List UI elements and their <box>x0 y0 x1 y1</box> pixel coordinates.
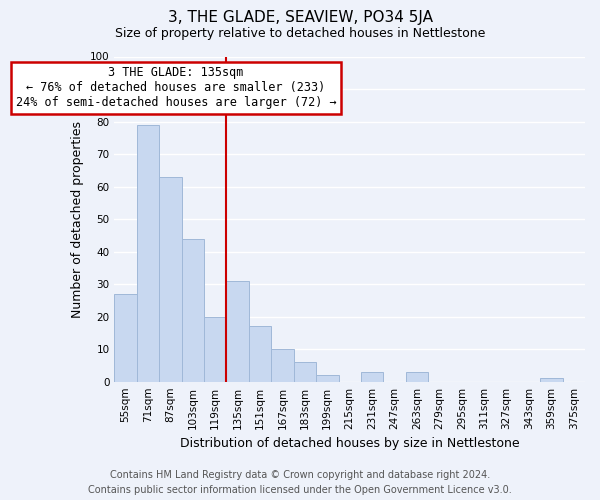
Bar <box>182 238 204 382</box>
Text: 3 THE GLADE: 135sqm
← 76% of detached houses are smaller (233)
24% of semi-detac: 3 THE GLADE: 135sqm ← 76% of detached ho… <box>16 66 337 110</box>
Bar <box>361 372 383 382</box>
Text: Size of property relative to detached houses in Nettlestone: Size of property relative to detached ho… <box>115 28 485 40</box>
Bar <box>159 177 182 382</box>
Text: Contains HM Land Registry data © Crown copyright and database right 2024.
Contai: Contains HM Land Registry data © Crown c… <box>88 470 512 495</box>
Bar <box>271 349 293 382</box>
Bar <box>249 326 271 382</box>
Bar <box>406 372 428 382</box>
Bar <box>115 294 137 382</box>
Bar <box>293 362 316 382</box>
X-axis label: Distribution of detached houses by size in Nettlestone: Distribution of detached houses by size … <box>180 437 520 450</box>
Bar <box>316 375 338 382</box>
Text: 3, THE GLADE, SEAVIEW, PO34 5JA: 3, THE GLADE, SEAVIEW, PO34 5JA <box>167 10 433 25</box>
Y-axis label: Number of detached properties: Number of detached properties <box>71 120 85 318</box>
Bar <box>226 281 249 382</box>
Bar <box>204 316 226 382</box>
Bar <box>137 125 159 382</box>
Bar <box>540 378 563 382</box>
